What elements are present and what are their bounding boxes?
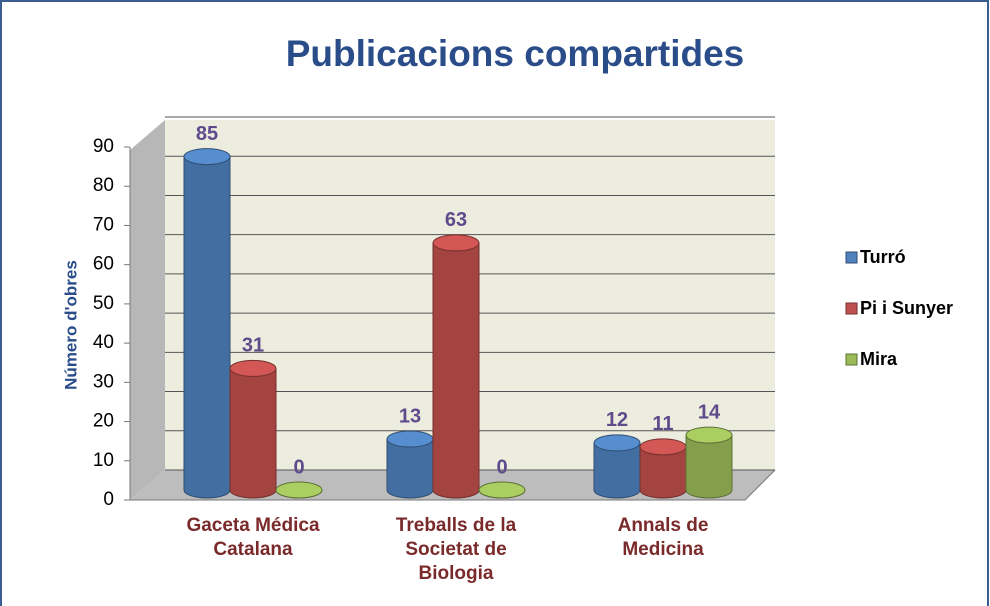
bar-top [639, 438, 687, 456]
bar [639, 446, 687, 499]
value-label: 13 [399, 405, 421, 427]
value-label: 0 [496, 456, 507, 478]
bar [685, 434, 733, 499]
bar [386, 438, 434, 499]
value-label: 12 [606, 409, 628, 431]
bar-top [478, 481, 526, 499]
legend-label: Pi i Sunyer [860, 298, 953, 318]
bar-top [685, 426, 733, 444]
bar-top [275, 481, 323, 499]
x-tick-label: Treballs de la Societat de Biologia [395, 515, 517, 584]
x-axis [130, 469, 776, 501]
side-wall [130, 120, 165, 500]
bar [229, 367, 277, 499]
y-tick-label: 40 [93, 332, 114, 353]
y-tick-label: 30 [93, 371, 114, 392]
bar-top [432, 234, 480, 252]
value-label: 0 [293, 456, 304, 478]
y-tick-label: 80 [93, 175, 114, 196]
bar [432, 242, 480, 499]
y-tick-label: 50 [93, 293, 114, 314]
bar-top [229, 359, 277, 377]
value-label: 31 [242, 335, 264, 357]
y-tick-label: 70 [93, 214, 114, 235]
legend-label: Turró [860, 247, 906, 267]
value-label: 63 [445, 209, 467, 231]
bar-top [183, 148, 231, 166]
legend-swatch [845, 251, 858, 264]
legend-swatch [845, 353, 858, 366]
y-tick-label: 20 [93, 411, 114, 432]
x-tick-label: Gaceta Médica Catalana [186, 515, 320, 560]
y-axis-label: Número d'obres [61, 260, 80, 390]
bar-top [593, 434, 641, 452]
bar [183, 156, 231, 499]
legend-label: Mira [860, 349, 898, 369]
y-tick-label: 90 [93, 136, 114, 157]
bar [593, 442, 641, 499]
legend-swatch [845, 302, 858, 315]
value-label: 14 [698, 401, 721, 423]
x-tick-label: Annals de Medicina [617, 515, 709, 560]
value-label: 85 [196, 123, 218, 145]
y-tick-label: 60 [93, 254, 114, 275]
y-tick-label: 10 [93, 450, 114, 471]
chart-title: Publicacions compartides [286, 33, 745, 74]
y-tick-label: 0 [103, 489, 114, 510]
value-label: 11 [652, 413, 673, 435]
bar-top [386, 430, 434, 448]
